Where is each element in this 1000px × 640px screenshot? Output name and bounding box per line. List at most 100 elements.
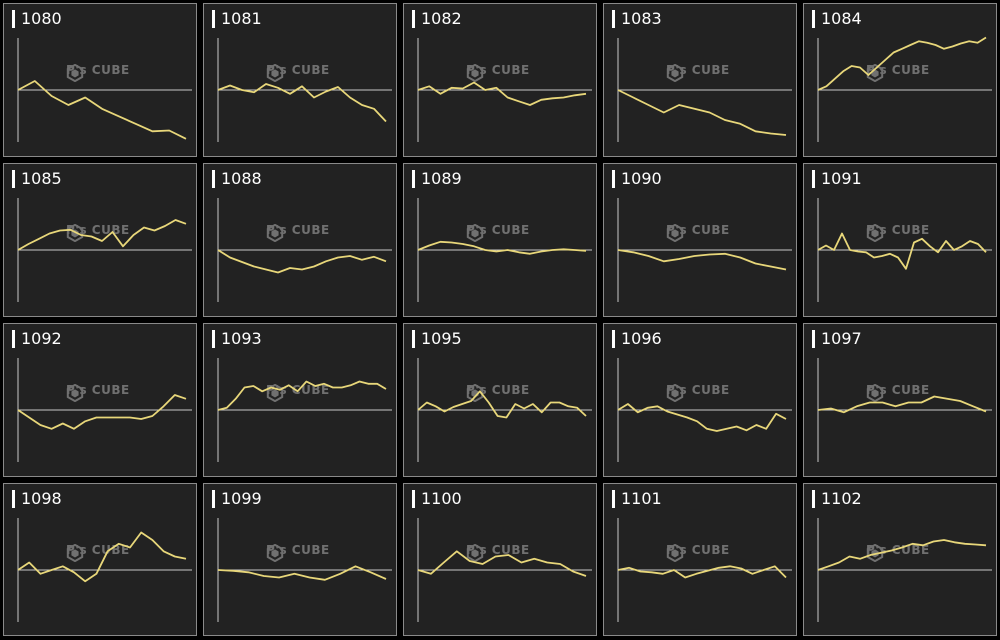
title-marker-bar [212,490,215,508]
line-chart [217,38,392,142]
chart-panel-1089: 1089 P's CUBE [403,163,597,317]
title-marker-bar [212,170,215,188]
title-marker-bar [412,10,415,28]
chart-label: 1090 [621,169,662,188]
series-line [617,249,787,271]
chart-panel-1102: 1102 P's CUBE [803,483,997,636]
chart-title: 1084 [812,10,862,28]
series-line [417,390,587,419]
line-chart [417,198,592,302]
title-marker-bar [412,170,415,188]
chart-panel-1098: 1098 P's CUBE [3,483,197,636]
watermark-text: P's CUBE [266,223,330,237]
series-line [617,565,787,579]
series-line [17,80,187,140]
watermark-text: P's CUBE [866,63,930,77]
watermark-logo: P's CUBE [866,63,930,82]
watermark-logo: P's CUBE [866,384,930,402]
chart-title: 1083 [612,10,662,28]
line-chart [617,38,792,142]
chart-title: 1097 [812,330,862,348]
series-line [17,531,187,583]
series-line [817,539,987,571]
chart-title: 1095 [412,330,462,348]
line-chart [17,518,192,622]
line-chart [417,518,592,622]
watermark-logo: P's CUBE [866,223,930,242]
chart-panel-1082: 1082 P's CUBE [403,3,597,157]
hexagon-cube-icon [866,224,884,242]
watermark-logo: P's CUBE [66,383,130,402]
line-chart [217,518,392,622]
line-chart [617,198,792,302]
chart-label: 1091 [821,169,862,188]
hexagon-cube-icon [66,544,84,562]
line-chart [217,358,392,462]
series-line [217,249,387,274]
watermark-logo: P's CUBE [266,223,330,242]
line-chart [817,358,992,462]
watermark-logo: P's CUBE [666,223,730,242]
watermark-text: P's CUBE [466,223,530,237]
chart-title: 1085 [12,170,62,188]
series-line [217,380,387,411]
watermark-logo: P's CUBE [66,64,130,82]
chart-title: 1100 [412,490,462,508]
chart-panel-1100: 1100 P's CUBE [403,483,597,636]
series-line [217,565,387,581]
hexagon-cube-icon [866,384,884,402]
watermark-logo: P's CUBE [266,544,330,562]
series-line [17,219,187,251]
chart-label: 1093 [221,329,262,348]
title-marker-bar [12,490,15,508]
chart-panel-1101: 1101 P's CUBE [603,483,797,636]
line-chart [417,358,592,462]
chart-title: 1081 [212,10,262,28]
chart-panel-1093: 1093 P's CUBE [203,323,397,477]
watermark-text: P's CUBE [866,223,930,237]
chart-panel-1088: 1088 P's CUBE [203,163,397,317]
chart-label: 1081 [221,9,262,28]
chart-panel-1084: 1084 P's CUBE [803,3,997,157]
watermark-logo: P's CUBE [466,543,530,562]
title-marker-bar [812,10,815,28]
hexagon-cube-icon [266,224,284,242]
chart-panel-1083: 1083 P's CUBE [603,3,797,157]
title-marker-bar [612,490,615,508]
chart-title: 1102 [812,490,862,508]
line-chart [817,36,992,142]
title-marker-bar [812,170,815,188]
watermark-logo: P's CUBE [466,223,530,242]
chart-label: 1088 [221,169,262,188]
line-chart [817,198,992,302]
chart-label: 1083 [621,9,662,28]
watermark-text: P's CUBE [466,543,530,557]
chart-label: 1089 [421,169,462,188]
chart-title: 1080 [12,10,62,28]
watermark-text: P's CUBE [66,383,130,397]
series-line [617,89,787,136]
watermark-logo: P's CUBE [666,383,730,402]
chart-label: 1098 [21,489,62,508]
watermark-logo: P's CUBE [266,63,330,82]
watermark-logo: P's CUBE [666,64,730,82]
line-chart [617,518,792,622]
series-line [417,240,587,255]
series-line [17,394,187,430]
series-line [817,36,987,91]
watermark-text: P's CUBE [266,63,330,77]
chart-label: 1099 [221,489,262,508]
chart-label: 1096 [621,329,662,348]
hexagon-cube-icon [266,544,284,562]
watermark-text: P's CUBE [666,383,730,397]
title-marker-bar [12,330,15,348]
chart-panel-1096: 1096 P's CUBE [603,323,797,477]
title-marker-bar [612,330,615,348]
chart-panel-1090: 1090 P's CUBE [603,163,797,317]
chart-title: 1099 [212,490,262,508]
watermark-text: P's CUBE [666,223,730,237]
chart-title: 1088 [212,170,262,188]
series-line [817,232,987,270]
title-marker-bar [412,330,415,348]
series-line [217,83,387,123]
